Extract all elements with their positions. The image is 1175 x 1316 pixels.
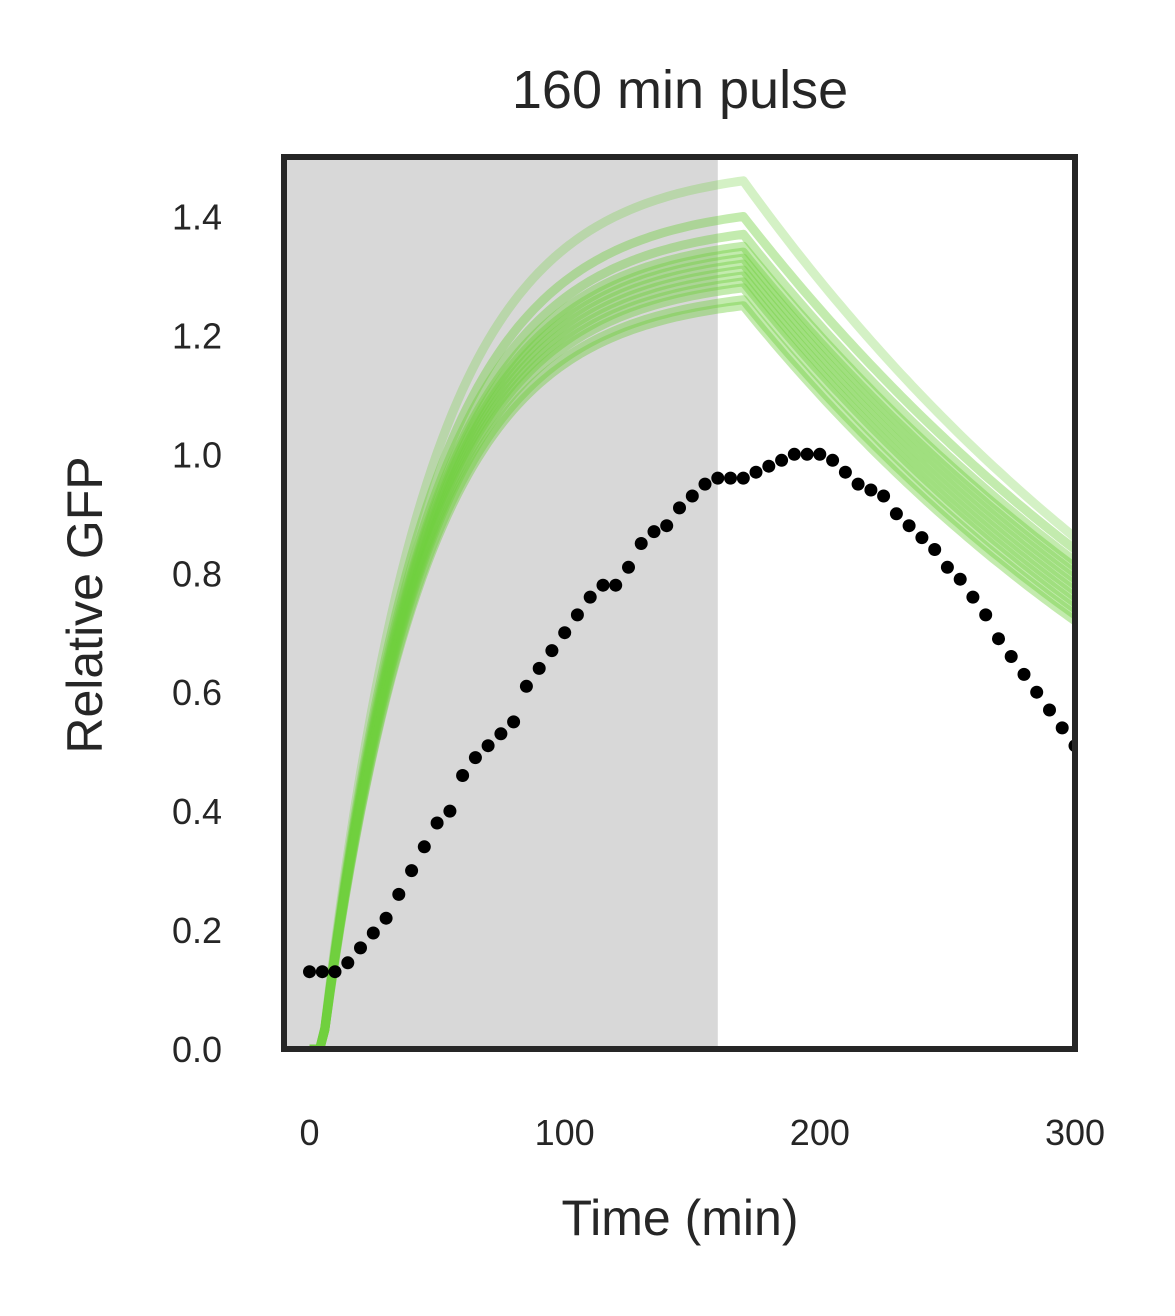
data-point xyxy=(736,471,750,485)
data-point xyxy=(749,465,763,479)
model-curve xyxy=(309,277,1075,1049)
data-point xyxy=(366,926,380,940)
data-point xyxy=(341,956,355,970)
x-axis-label: Time (min) xyxy=(561,1190,798,1246)
x-axis-ticks: 0 100 200 300 xyxy=(300,1112,1106,1153)
data-point xyxy=(915,531,929,545)
data-point xyxy=(940,560,954,574)
y-axis-label: Relative GFP xyxy=(57,456,113,753)
data-point xyxy=(838,465,852,479)
data-point xyxy=(417,840,431,854)
data-point xyxy=(609,578,623,592)
data-point xyxy=(481,739,495,753)
y-tick-label: 1.0 xyxy=(172,434,222,475)
model-curve xyxy=(309,295,1075,1049)
data-point xyxy=(1043,703,1056,717)
data-point xyxy=(1030,685,1044,699)
x-tick-label: 300 xyxy=(1045,1112,1105,1153)
x-tick-label: 200 xyxy=(790,1112,850,1153)
data-point xyxy=(787,447,801,461)
model-curve xyxy=(309,247,1075,1049)
data-point xyxy=(392,887,406,901)
data-point xyxy=(494,727,508,741)
data-point xyxy=(468,751,482,765)
model-curve xyxy=(309,176,1075,1049)
data-point xyxy=(1004,650,1018,663)
y-tick-label: 0.0 xyxy=(172,1029,222,1070)
y-tick-label: 1.4 xyxy=(172,196,222,237)
data-point xyxy=(851,477,865,491)
model-curve xyxy=(309,212,1075,1049)
data-point xyxy=(583,590,597,604)
data-point xyxy=(443,804,457,818)
data-points xyxy=(303,447,1075,979)
data-point xyxy=(864,483,878,497)
y-axis-ticks: 0.0 0.2 0.4 0.6 0.8 1.0 1.2 1.4 xyxy=(172,196,222,1070)
data-point xyxy=(685,489,699,503)
pulse-shaded-region xyxy=(284,157,718,1049)
model-curve xyxy=(309,301,1075,1049)
data-point xyxy=(979,608,993,622)
model-curve xyxy=(309,229,1075,1049)
data-point xyxy=(303,965,316,979)
data-point xyxy=(826,453,840,467)
data-point xyxy=(889,507,903,521)
model-curve xyxy=(309,265,1075,1049)
data-point xyxy=(724,471,737,485)
data-point xyxy=(698,477,712,491)
data-point xyxy=(660,519,674,533)
y-tick-label: 0.6 xyxy=(172,672,222,713)
x-tick-label: 100 xyxy=(535,1112,595,1153)
data-point xyxy=(992,632,1005,646)
y-tick-label: 0.2 xyxy=(172,910,222,951)
data-point xyxy=(800,447,814,461)
model-curve xyxy=(309,253,1075,1049)
data-point xyxy=(328,965,342,979)
data-point xyxy=(596,578,610,592)
data-point xyxy=(966,590,980,604)
model-curves xyxy=(309,176,1075,1049)
chart-title: 160 min pulse xyxy=(512,60,848,120)
x-tick-label: 0 xyxy=(300,1112,320,1153)
data-point xyxy=(634,537,648,550)
plot-frame xyxy=(281,154,1078,1052)
data-point xyxy=(354,941,367,955)
data-point xyxy=(1055,721,1069,735)
data-point xyxy=(902,519,916,533)
data-point xyxy=(647,525,661,539)
data-point xyxy=(405,864,419,878)
model-curve xyxy=(309,283,1075,1049)
y-tick-label: 0.4 xyxy=(172,791,222,832)
data-point xyxy=(545,644,559,658)
model-curve xyxy=(309,259,1075,1049)
y-tick-label: 1.2 xyxy=(172,315,222,356)
data-point xyxy=(711,471,725,485)
data-point xyxy=(622,560,635,574)
data-point xyxy=(928,543,942,556)
data-point xyxy=(570,608,584,622)
data-point xyxy=(673,501,686,515)
data-point xyxy=(813,447,827,461)
data-point xyxy=(558,626,572,640)
data-point xyxy=(456,769,470,782)
plot-area xyxy=(281,154,1078,1052)
data-point xyxy=(519,679,533,693)
data-point xyxy=(877,489,891,503)
data-point xyxy=(953,572,967,586)
data-point xyxy=(379,911,393,925)
data-point xyxy=(775,453,789,467)
model-curve xyxy=(309,241,1075,1049)
data-point xyxy=(507,715,521,729)
y-tick-label: 0.8 xyxy=(172,553,222,594)
data-point xyxy=(762,459,776,473)
data-point xyxy=(315,965,329,979)
data-point xyxy=(430,816,444,830)
model-curve xyxy=(309,271,1075,1049)
data-point xyxy=(532,661,546,675)
data-point xyxy=(1017,667,1031,681)
